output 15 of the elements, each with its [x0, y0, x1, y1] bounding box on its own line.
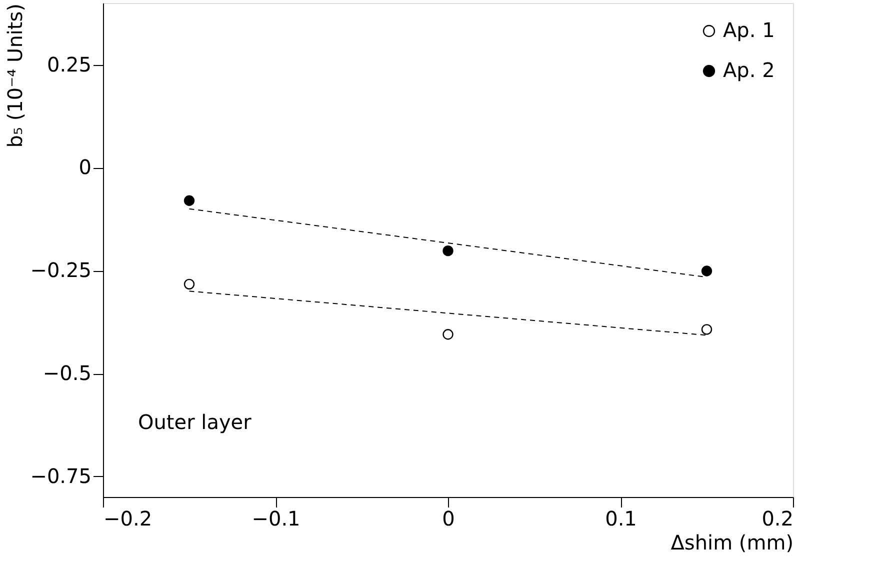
y-tick-label: −0.25 [30, 258, 92, 282]
y-axis-title: b₅ (10⁻⁴ Units) [3, 4, 28, 148]
y-tick-label: −0.75 [30, 464, 92, 488]
x-tick-label: −0.1 [252, 506, 300, 530]
legend-label: Ap. 2 [723, 58, 775, 82]
x-tick-label: 0 [442, 506, 455, 530]
y-tick-label: −0.5 [42, 361, 92, 385]
y-tick-label: 0 [78, 155, 92, 180]
y-tick-label: 0.25 [46, 52, 92, 76]
x-tick-label: 0.2 [762, 506, 794, 530]
annotation: Outer layer [138, 410, 252, 434]
x-tick-label: 0.1 [605, 506, 637, 530]
legend-label: Ap. 1 [723, 18, 775, 42]
x-tick-label: −0.2 [104, 506, 152, 530]
x-axis-title: Δshim (mm) [670, 530, 794, 554]
